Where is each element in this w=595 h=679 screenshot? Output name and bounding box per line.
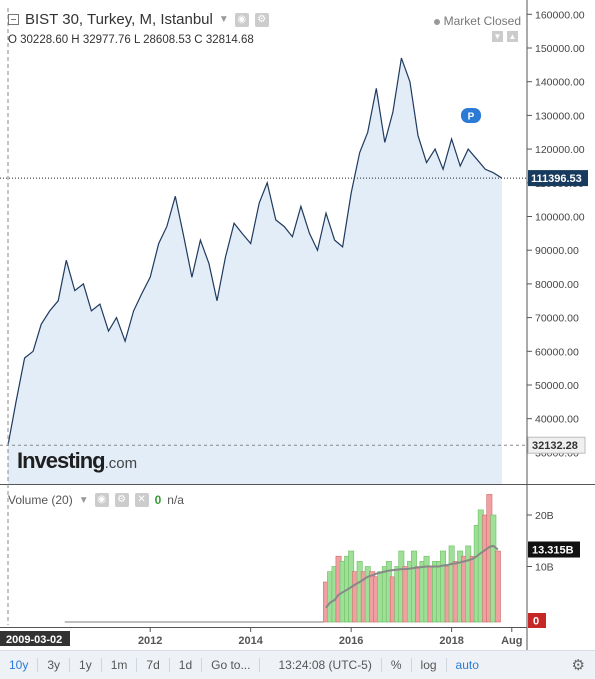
y-tick-label: 70000.00	[535, 313, 579, 325]
close-icon[interactable]: ✕	[134, 493, 149, 507]
price-area-fill	[8, 58, 502, 484]
log-button[interactable]: log	[412, 658, 447, 672]
bottom-toolbar: 10y 3y 1y 1m 7d 1d Go to... 13:24:08 (UT…	[0, 650, 595, 679]
pivot-badge	[461, 108, 481, 123]
price-line	[7, 57, 503, 446]
low-value: 28608.53	[143, 34, 192, 46]
close-value: 32814.68	[205, 34, 254, 46]
y-tick-label: 50000.00	[535, 380, 579, 392]
current-price-tag	[528, 170, 588, 187]
ohlc-readout: O 30228.60 H 32977.76 L 28608.53 C 32814…	[8, 34, 254, 46]
volume-min-label: 0	[533, 616, 539, 628]
eye-icon[interactable]: ◉	[94, 493, 109, 507]
volume-min-tag	[528, 613, 546, 628]
range-3y-button[interactable]: 3y	[38, 658, 71, 672]
vol-tick-label: 20B	[535, 510, 554, 522]
scroll-controls: ▼ ▲	[492, 31, 518, 42]
high-value: 32977.76	[82, 34, 131, 46]
gear-icon[interactable]: ⚙	[254, 12, 269, 27]
percent-button[interactable]: %	[382, 658, 412, 672]
y-tick-label: 80000.00	[535, 279, 579, 291]
arrow-up-icon[interactable]: ▲	[507, 31, 518, 42]
range-1d-button[interactable]: 1d	[170, 658, 203, 672]
chevron-down-icon[interactable]: ▼	[218, 14, 229, 25]
volume-value-2: n/a	[167, 493, 184, 507]
y-tick-label: 60000.00	[535, 346, 579, 358]
auto-button[interactable]: auto	[455, 658, 479, 672]
settings-gear-icon[interactable]: ⚙	[571, 657, 585, 674]
x-tick-label: 2014	[238, 635, 263, 647]
y-tick-label: 120000.00	[535, 144, 585, 156]
volume-bar	[494, 550, 501, 623]
min-price-tag	[527, 436, 586, 454]
market-status-label: Market Closed	[443, 14, 521, 28]
x-tick-label: 2012	[138, 635, 162, 647]
range-1y-button[interactable]: 1y	[70, 658, 102, 672]
y-tick-label: 160000.00	[535, 9, 585, 21]
y-tick-label: 150000.00	[535, 43, 585, 55]
y-tick-label: 40000.00	[535, 414, 579, 426]
min-price-label: 32132.28	[532, 440, 578, 452]
range-10y-button[interactable]: 10y	[0, 658, 39, 672]
volume-header: Volume (20) ▼ ◉ ⚙ ✕ 0 n/a	[8, 493, 184, 507]
volume-current-label: 13.315B	[532, 545, 574, 557]
volume-panel	[64, 494, 501, 623]
chart-area[interactable]: P 30000.0040000.0050000.0060000.0070000.…	[0, 0, 595, 650]
y-tick-label: 140000.00	[535, 77, 585, 89]
arrow-down-icon[interactable]: ▼	[492, 31, 503, 42]
x-tick-label: 2016	[339, 635, 363, 647]
volume-label: Volume (20)	[8, 493, 73, 507]
volume-value: 0	[154, 493, 162, 507]
range-1m-button[interactable]: 1m	[102, 658, 138, 672]
logo-suffix: .com	[104, 455, 138, 472]
collapse-icon[interactable]	[8, 14, 19, 25]
axes: 30000.0040000.0050000.0060000.0070000.00…	[0, 0, 595, 650]
y-tick-label: 90000.00	[535, 245, 579, 257]
volume-ma-line	[325, 544, 499, 609]
chart-title: BIST 30, Turkey, M, Istanbul	[25, 11, 213, 28]
investing-logo: Investing.com	[17, 448, 137, 474]
vol-tick-label: 10B	[535, 562, 554, 574]
range-7d-button[interactable]: 7d	[137, 658, 170, 672]
x-tick-label: 2018	[439, 635, 463, 647]
y-tick-label: 100000.00	[535, 212, 585, 224]
y-tick-label: 130000.00	[535, 110, 585, 122]
clock-readout: 13:24:08 (UTC-5)	[260, 658, 382, 672]
x-start-tag	[0, 631, 70, 646]
logo-name: Investing	[17, 448, 106, 473]
chart-header: BIST 30, Turkey, M, Istanbul ▼ ◉ ⚙	[8, 11, 269, 28]
eye-icon[interactable]: ◉	[234, 12, 249, 27]
price-panel: P	[0, 57, 527, 484]
open-value: 30228.60	[20, 34, 69, 46]
status-dot-icon	[433, 18, 440, 25]
gear-icon[interactable]: ⚙	[114, 493, 129, 507]
current-price-label: 111396.53	[531, 173, 582, 185]
volume-current-tag	[528, 541, 580, 558]
pivot-label: P	[468, 112, 475, 123]
pivot-marker: P	[461, 108, 481, 123]
goto-button[interactable]: Go to...	[202, 658, 261, 672]
x-tick-label: 2009-03-02	[6, 634, 62, 646]
chevron-down-icon[interactable]: ▼	[78, 494, 89, 506]
x-tick-label: Aug	[501, 635, 522, 647]
market-status: Market Closed	[433, 14, 521, 28]
